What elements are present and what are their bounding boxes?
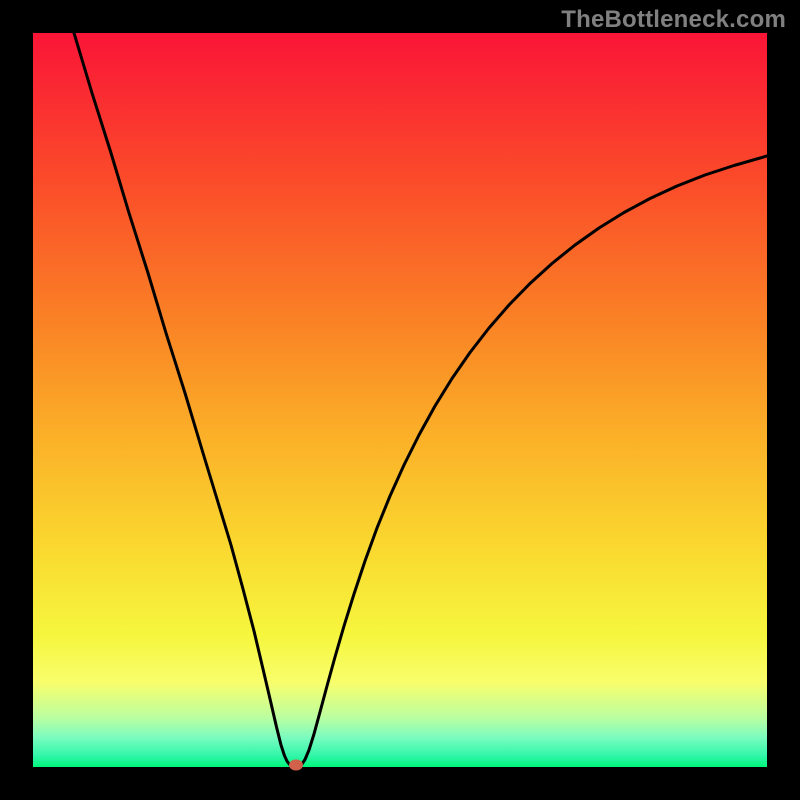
minimum-marker xyxy=(289,759,303,770)
bottleneck-curve xyxy=(33,33,767,767)
watermark-text: TheBottleneck.com xyxy=(561,6,786,34)
plot-area xyxy=(33,33,767,767)
